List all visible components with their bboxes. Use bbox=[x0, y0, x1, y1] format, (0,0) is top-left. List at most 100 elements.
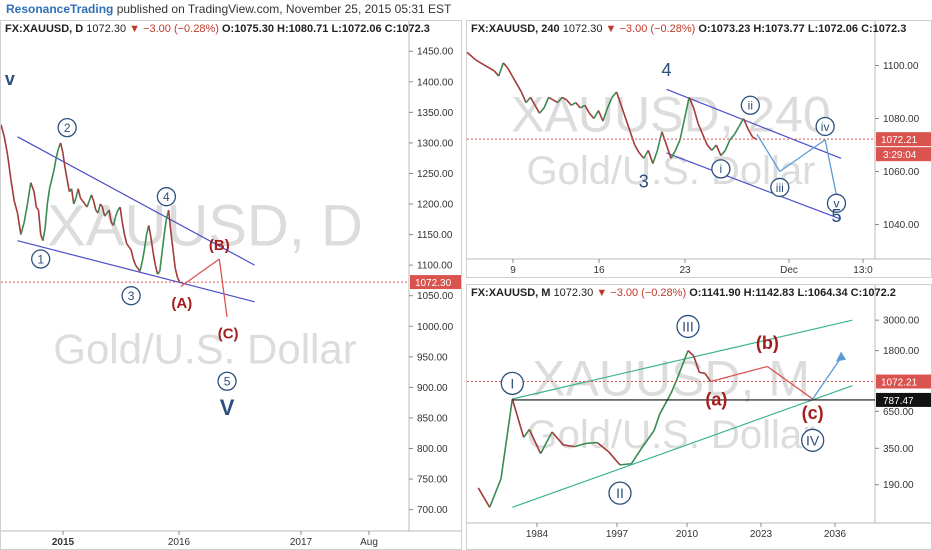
price-segment bbox=[502, 62, 509, 69]
price-segment bbox=[79, 197, 84, 202]
change-value: ▼ −3.00 (−0.28%) bbox=[129, 23, 219, 35]
wave-label: II bbox=[608, 481, 632, 505]
wave-label: 4 bbox=[156, 187, 177, 207]
price-segment bbox=[511, 398, 525, 438]
last-price-badge bbox=[876, 374, 931, 389]
price-segment bbox=[114, 209, 119, 217]
wave-label: i bbox=[711, 159, 731, 179]
last-price-label: 1072.30 bbox=[415, 278, 452, 289]
price-segment bbox=[670, 149, 677, 159]
price-segment bbox=[597, 110, 604, 122]
last-price-label: 1072.21 bbox=[881, 135, 918, 146]
price-segment bbox=[711, 144, 717, 151]
price-segment bbox=[497, 62, 505, 77]
wave-label: v bbox=[826, 193, 847, 213]
price-segment bbox=[724, 139, 731, 151]
price-segment bbox=[170, 231, 174, 250]
price-segment bbox=[733, 126, 740, 135]
price-segment bbox=[697, 123, 704, 135]
wave-label-circle bbox=[156, 187, 177, 207]
x-tick-label: Dec bbox=[780, 265, 798, 276]
price-segment bbox=[130, 249, 135, 260]
publisher-name[interactable]: ResonanceTrading bbox=[6, 2, 114, 16]
wave-label: 1 bbox=[31, 249, 51, 269]
wave-label-circle bbox=[770, 177, 790, 198]
price-segment bbox=[675, 350, 689, 381]
price-segment bbox=[588, 112, 595, 120]
wave-label-circle bbox=[711, 159, 731, 179]
y-tick-label: 950.00 bbox=[417, 352, 448, 363]
price-segment bbox=[477, 487, 491, 508]
price-segment bbox=[704, 372, 712, 382]
projection-segment bbox=[756, 134, 781, 172]
price-segment bbox=[172, 249, 177, 269]
price-segment bbox=[670, 379, 678, 394]
price-segment bbox=[90, 194, 95, 202]
price-segment bbox=[551, 431, 564, 446]
wave-label: iii bbox=[770, 177, 790, 198]
price-segment bbox=[35, 206, 40, 211]
price-segment bbox=[688, 96, 695, 109]
price-segment bbox=[3, 136, 9, 156]
price-segment bbox=[608, 451, 621, 466]
price-segment bbox=[55, 148, 60, 159]
x-tick-label: 1984 bbox=[526, 529, 549, 540]
price-segment bbox=[123, 234, 128, 244]
wave-label: 5 bbox=[831, 206, 841, 226]
wave-label-circle bbox=[801, 428, 825, 452]
price-segment bbox=[647, 150, 654, 164]
price-segment bbox=[44, 203, 49, 229]
price-segment bbox=[152, 252, 157, 266]
wave-label-text: III bbox=[682, 318, 694, 334]
x-tick-label: 2017 bbox=[290, 537, 313, 548]
wave-label-text: v bbox=[833, 197, 839, 211]
monthly-chart-svg[interactable]: XAUUSD, M Gold/U.S. Dollar 3000.00 1800.00 6… bbox=[467, 285, 931, 549]
price-segment bbox=[10, 179, 16, 202]
price-segment bbox=[653, 413, 661, 431]
price-segment bbox=[699, 371, 706, 375]
projection-arrowhead bbox=[836, 351, 846, 362]
price-segment bbox=[652, 150, 659, 164]
high-value: H:1073.77 bbox=[753, 23, 805, 35]
price-segment bbox=[42, 228, 46, 241]
price-segment bbox=[92, 200, 97, 211]
chart-legend: FX:XAUUSD, 240 1072.30 ▼ −3.00 (−0.28%) … bbox=[471, 23, 906, 35]
y-tick-label: 1300.00 bbox=[417, 138, 454, 149]
price-segment bbox=[53, 158, 57, 171]
wave-label-red: (C) bbox=[218, 325, 239, 342]
wave-label: V bbox=[220, 395, 235, 420]
price-segment bbox=[121, 222, 126, 235]
price-segment bbox=[132, 258, 137, 266]
wave-label-text: I bbox=[510, 375, 514, 391]
price-segment bbox=[37, 210, 42, 235]
price-segment bbox=[163, 219, 168, 235]
wave-label-text: II bbox=[616, 485, 624, 501]
watermark-name: Gold/U.S. Dollar bbox=[527, 413, 816, 457]
price-segment bbox=[643, 149, 650, 159]
price-segment bbox=[154, 264, 159, 275]
price-segment bbox=[33, 191, 38, 208]
wave-label-text: IV bbox=[806, 432, 820, 448]
price-segment bbox=[128, 246, 132, 251]
price-segment bbox=[108, 209, 113, 223]
last-price-badge bbox=[876, 132, 931, 147]
price-segment bbox=[99, 203, 104, 208]
price-segment bbox=[59, 142, 64, 153]
price-segment bbox=[715, 144, 722, 156]
price-segment bbox=[606, 96, 613, 109]
price-segment bbox=[557, 96, 563, 104]
price-segment bbox=[620, 105, 627, 119]
wave-label-red: (a) bbox=[705, 389, 727, 409]
price-segment bbox=[552, 99, 559, 104]
wave-label: I bbox=[500, 371, 524, 395]
price-segment bbox=[585, 441, 598, 445]
price-segment bbox=[139, 261, 143, 272]
price-segment bbox=[475, 59, 486, 67]
level-label: 787.47 bbox=[883, 396, 914, 407]
wave-label-text: 2 bbox=[64, 121, 71, 135]
price-segment bbox=[602, 107, 609, 122]
publish-header: ResonanceTrading published on TradingVie… bbox=[0, 0, 932, 18]
publish-info: published on TradingView.com, November 2… bbox=[113, 2, 452, 16]
